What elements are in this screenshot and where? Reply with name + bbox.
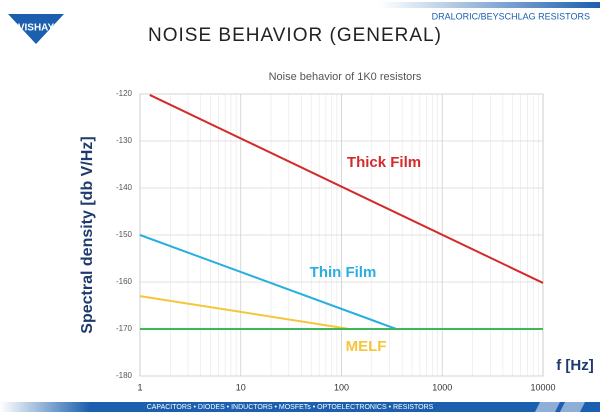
y-tick-label: -160 [116,277,133,286]
footer-decoration [535,402,560,412]
y-tick-label: -140 [116,183,133,192]
logo-text: VISHAY [18,23,55,34]
series-label: Thin Film [310,264,377,281]
x-tick-label: 1 [137,382,142,392]
series-line [139,234,397,330]
y-tick-label: -120 [116,89,133,98]
x-tick-label: 1000 [432,382,452,392]
footer-decoration [560,402,585,412]
series-line [149,94,544,284]
slide-title: NOISE BEHAVIOR (GENERAL) [148,25,442,46]
y-axis-label: Spectral density [db V/Hz] [79,136,96,333]
series-line [139,295,350,330]
chart-title: Noise behavior of 1K0 resistors [269,71,422,83]
x-tick-label: 10 [236,382,246,392]
x-tick-label: 10000 [530,382,555,392]
brand: DRALORIC/BEYSCHLAG RESISTORS [432,11,590,21]
series-label: Thick Film [347,154,421,171]
top-bar [380,2,600,8]
x-tick-label: 100 [334,382,349,392]
series-label: MELF [346,338,387,355]
footer-bar [0,402,600,412]
logo-shape [8,14,64,44]
footer-text: CAPACITORS • DIODES • INDUCTORS • MOSFET… [147,404,434,411]
y-tick-label: -170 [116,324,133,333]
plot: -180 -170 -160 -150 -140 -130 -120 1 10 100 1000 10… [116,89,556,392]
logo: VISHAY [8,14,64,44]
x-axis-label: f [Hz] [556,357,594,374]
y-tick-label: -150 [116,230,133,239]
y-tick-label: -130 [116,136,133,145]
y-tick-label: -180 [116,371,133,380]
